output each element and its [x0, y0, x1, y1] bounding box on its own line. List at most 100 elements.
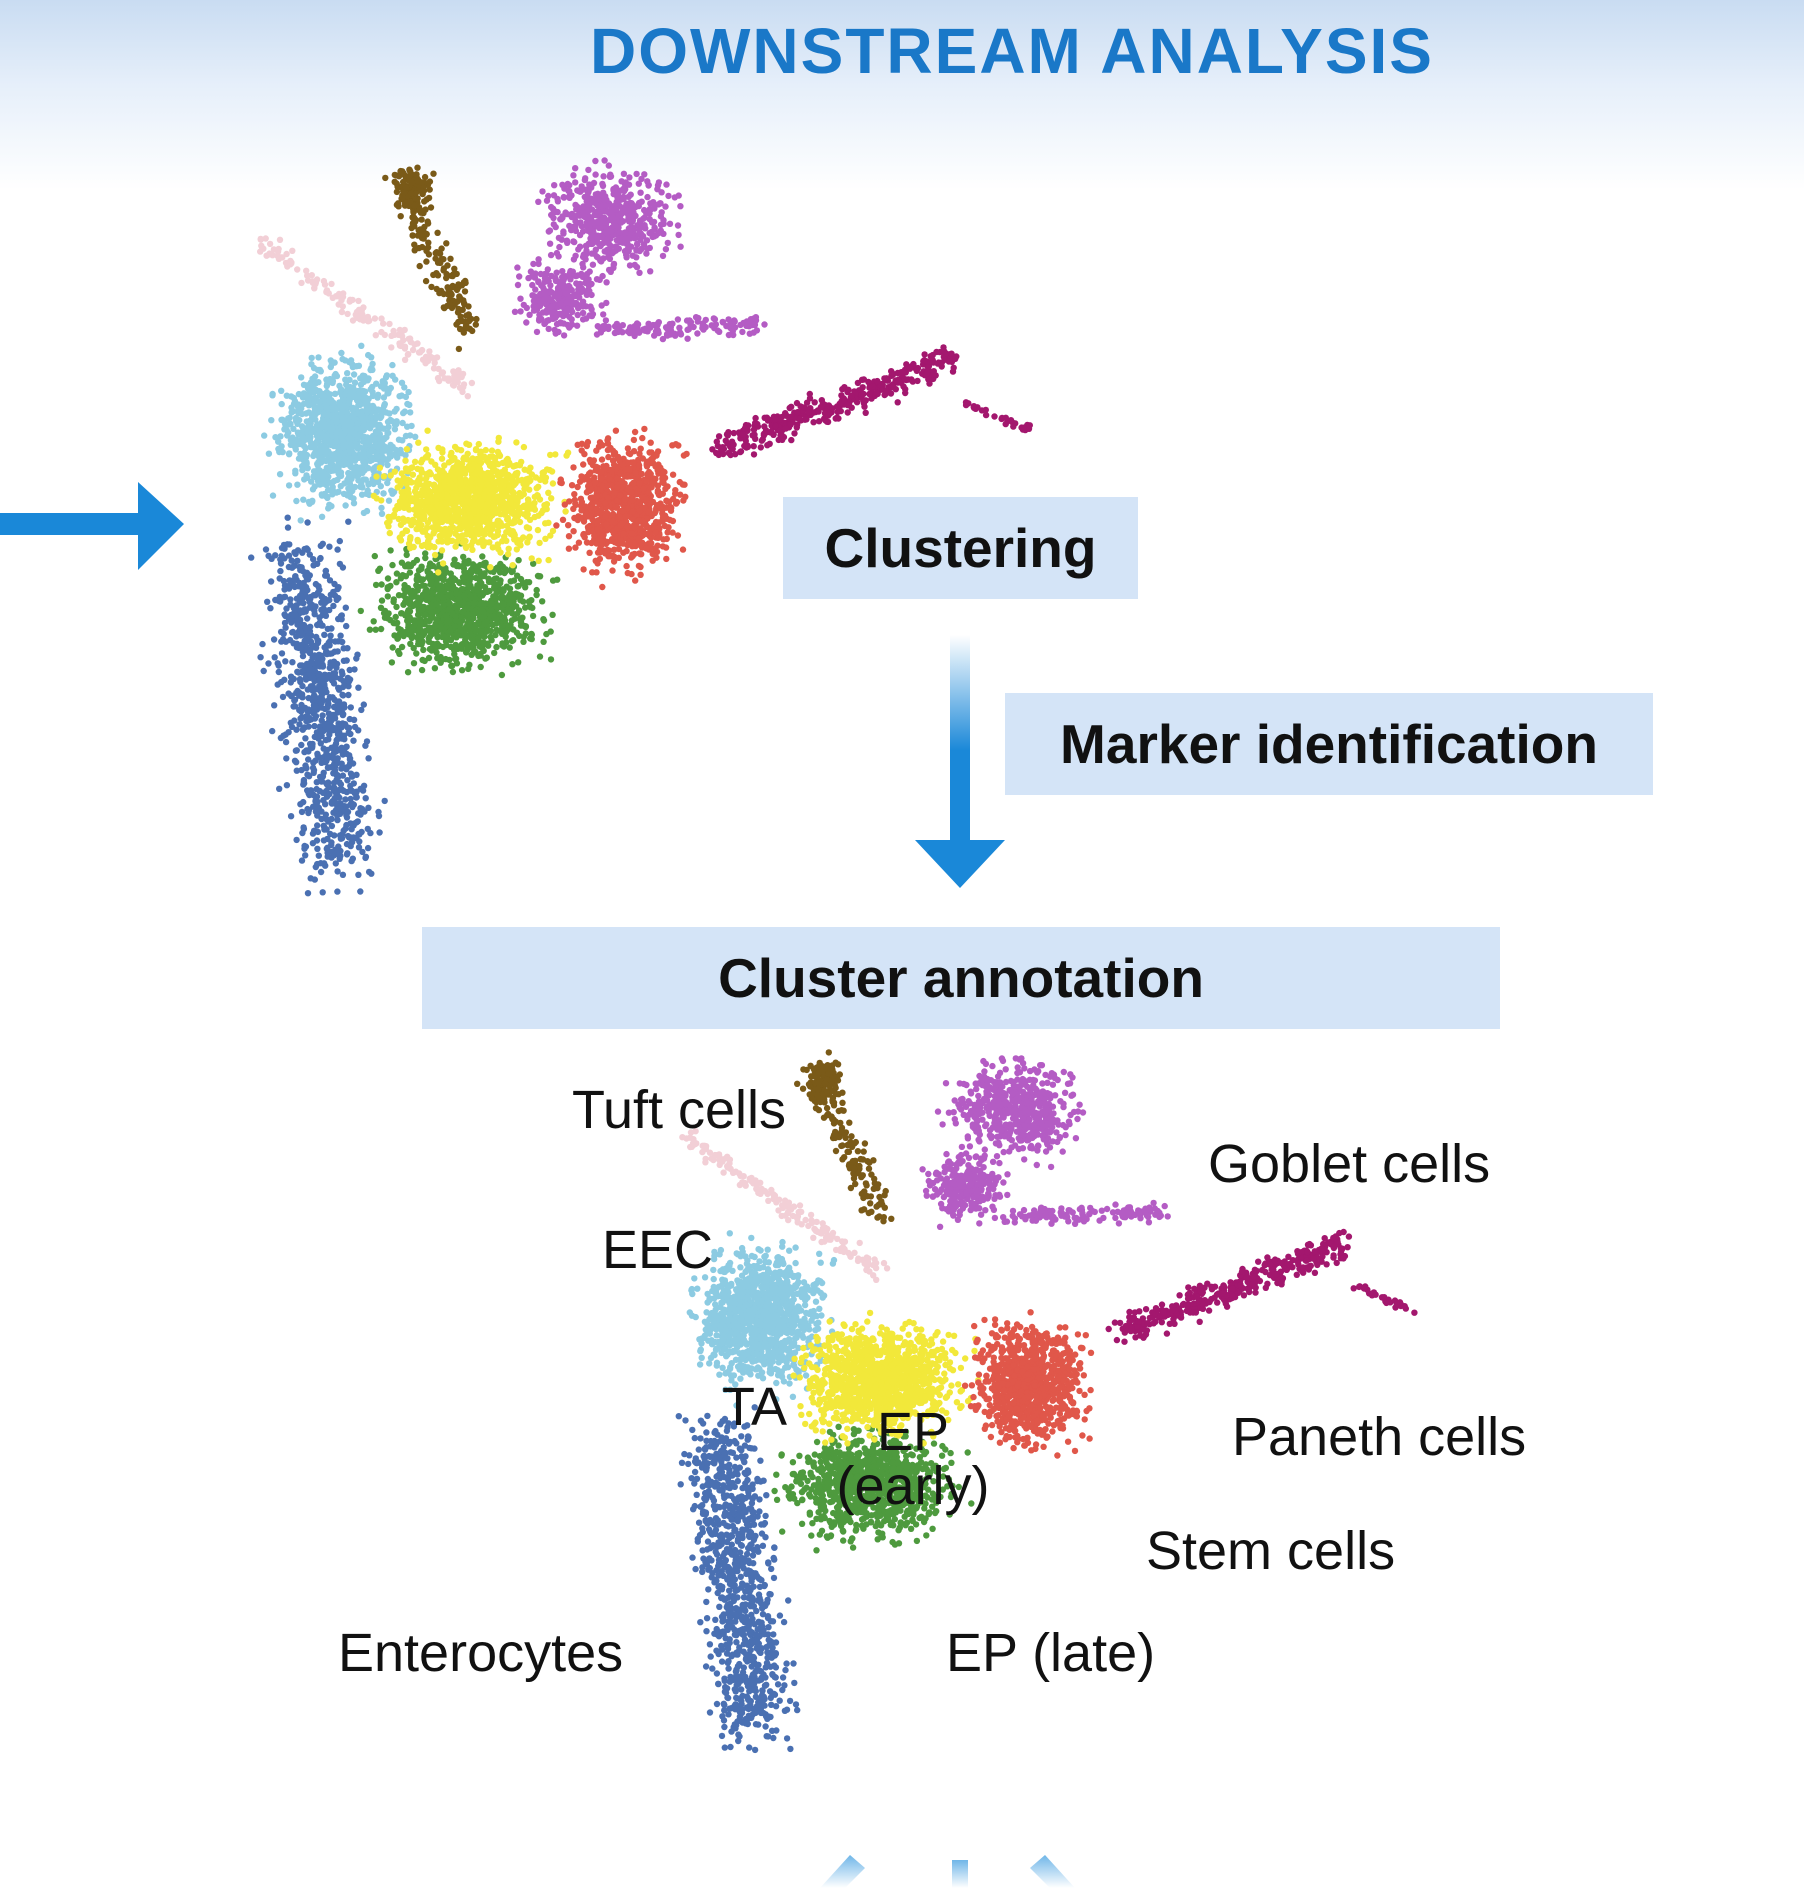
scatter-point — [326, 501, 333, 508]
scatter-point — [862, 397, 869, 404]
scatter-point — [354, 818, 361, 825]
scatter-point — [311, 722, 318, 730]
scatter-point — [365, 424, 372, 431]
scatter-point — [381, 400, 388, 408]
scatter-point — [694, 330, 701, 337]
scatter-point — [259, 640, 266, 648]
scatter-point — [659, 252, 667, 260]
scatter-point — [298, 410, 306, 418]
scatter-point — [305, 773, 313, 780]
scatter-point — [545, 228, 552, 235]
scatter-point — [381, 797, 388, 805]
scatter-point — [623, 251, 630, 259]
scatter-point — [346, 397, 353, 405]
scatter-point — [335, 706, 342, 713]
scatter-point — [329, 797, 336, 805]
scatter-point — [577, 219, 584, 226]
scatter-point — [536, 539, 543, 547]
scatter-point — [311, 280, 318, 288]
scatter-point — [491, 649, 498, 657]
scatter-point — [604, 208, 611, 215]
scatter-point — [346, 756, 354, 763]
scatter-point — [501, 617, 509, 624]
scatter-point — [419, 356, 427, 363]
scatter-point — [311, 611, 318, 618]
scatter-point — [537, 270, 544, 278]
scatter-point — [358, 454, 365, 461]
scatter-point — [555, 253, 562, 260]
scatter-point — [582, 222, 590, 230]
scatter-point — [261, 432, 268, 439]
scatter-point — [427, 628, 434, 635]
scatter-point — [284, 514, 291, 521]
scatter-point — [426, 186, 433, 193]
scatter-point — [509, 661, 516, 668]
scatter-point — [371, 552, 378, 560]
scatter-point — [351, 451, 358, 459]
scatter-point — [312, 702, 319, 709]
scatter-point — [346, 666, 353, 674]
scatter-point — [487, 633, 494, 641]
scatter-point — [409, 232, 416, 239]
scatter-point — [458, 373, 465, 381]
scatter-point — [648, 219, 656, 226]
scatter-point — [292, 446, 299, 453]
scatter-point — [327, 427, 334, 434]
scatter-point — [369, 383, 376, 391]
scatter-point — [303, 451, 311, 459]
scatter-point — [806, 390, 813, 398]
scatter-point — [303, 635, 310, 642]
scatter-point — [349, 413, 357, 420]
scatter-point — [573, 322, 581, 329]
scatter-point — [354, 420, 362, 427]
scatter-point — [352, 312, 360, 319]
scatter-point — [385, 610, 392, 617]
scatter-point — [559, 268, 566, 275]
scatter-point — [562, 290, 569, 297]
scatter-point — [873, 389, 880, 396]
scatter-point — [310, 556, 317, 563]
scatter-point — [549, 577, 557, 584]
scatter-point — [555, 234, 563, 242]
scatter-point — [533, 485, 540, 492]
scatter-point — [388, 344, 395, 351]
scatter-point — [540, 289, 547, 296]
scatter-point — [378, 597, 386, 604]
scatter-point — [391, 426, 399, 433]
scatter-point — [336, 805, 344, 812]
scatter-point — [614, 194, 621, 201]
scatter-point — [348, 463, 355, 471]
scatter-point — [289, 434, 296, 441]
scatter-point — [447, 592, 454, 599]
scatter-point — [381, 380, 388, 387]
scatter-point — [449, 662, 456, 669]
scatter-point — [643, 210, 651, 217]
scatter-point — [521, 466, 528, 473]
scatter-point — [865, 378, 872, 386]
scatter-point — [607, 243, 615, 250]
scatter-point — [334, 648, 341, 655]
scatter-point — [372, 626, 379, 633]
scatter-point — [641, 171, 648, 178]
scatter-point — [772, 422, 779, 430]
scatter-point — [275, 438, 282, 445]
scatter-point — [413, 171, 420, 178]
scatter-point — [363, 738, 371, 745]
scatter-point — [702, 316, 709, 324]
scatter-point — [248, 554, 255, 561]
scatter-point — [324, 437, 331, 445]
scatter-point — [289, 629, 296, 636]
scatter-point — [677, 203, 684, 210]
scatter-point — [369, 366, 376, 374]
scatter-point — [874, 377, 881, 385]
scatter-point — [402, 184, 410, 191]
scatter-point — [594, 195, 602, 203]
scatter-point — [265, 660, 272, 667]
scatter-point — [711, 324, 718, 332]
scatter-point — [320, 595, 327, 603]
scatter-point — [283, 782, 291, 789]
scatter-point — [377, 424, 385, 432]
scatter-point — [387, 416, 394, 424]
scatter-point — [304, 615, 311, 622]
scatter-point — [318, 492, 326, 499]
